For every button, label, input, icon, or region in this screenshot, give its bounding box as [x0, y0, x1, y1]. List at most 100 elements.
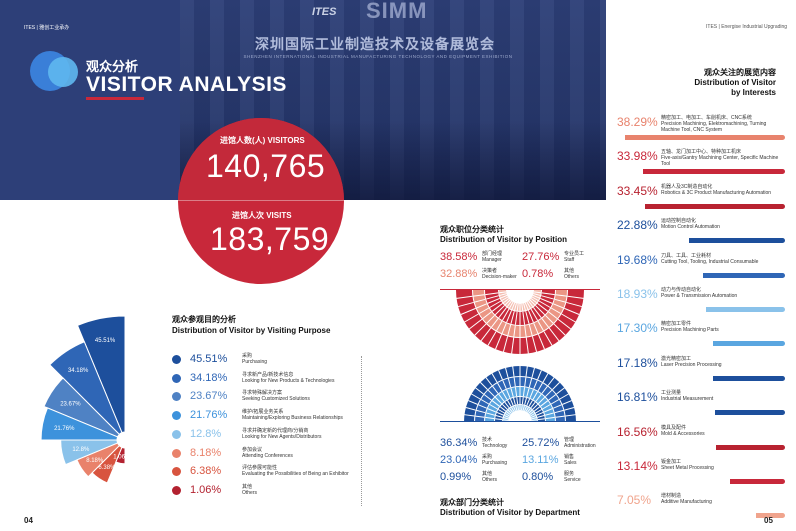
- position-ring: [499, 290, 541, 311]
- visitors-label: 进馆人数(人) VISITORS: [220, 136, 305, 145]
- interest-label: 增材制造 Additive Manufacturing: [661, 493, 712, 506]
- interest-pct: 18.93%: [617, 287, 658, 301]
- interest-pct: 17.30%: [617, 321, 658, 336]
- purpose-wedge-label: 23.67%: [60, 402, 81, 408]
- purpose-label-cn: 采购: [242, 353, 253, 359]
- department-label: 其他 Others: [482, 471, 498, 483]
- interest-label: 运动控制自动化 Motion Control Automation: [661, 218, 720, 231]
- interest-bar: [689, 238, 785, 244]
- department-ring: [495, 397, 545, 422]
- legend-dot-icon: [172, 355, 181, 364]
- interest-pct: 7.05%: [617, 493, 652, 508]
- purpose-label-cn: 其他: [242, 483, 253, 490]
- position-legend-item: 27.76% 专业员工 Staff: [522, 250, 604, 267]
- department-title-en: Distribution of Visitor by Department: [440, 508, 580, 517]
- interest-bar: [645, 203, 785, 209]
- position-title-en: Distribution of Visitor by Position: [440, 235, 567, 244]
- purpose-label: 评估参展可能性 Evaluating the Possibilities of B…: [242, 465, 372, 477]
- purpose-pct: 23.67%: [190, 390, 228, 403]
- interest-bar: [715, 410, 785, 416]
- interest-pct: 16.56%: [617, 424, 658, 439]
- interest-label: 工业测量 Industrial Measurement: [661, 390, 714, 403]
- interest-item: 18.93% 动力与传动自动化 Power & Transmission Autom…: [617, 280, 787, 314]
- legend-dot-icon: [172, 373, 181, 383]
- purpose-label-en: Seeking Customized Solutions: [242, 396, 310, 403]
- purpose-wedge-label: 8.18%: [86, 458, 104, 464]
- interest-item: 17.18% 激光精密加工 Laser Precision Processing: [617, 349, 787, 383]
- interest-label: 精密加工、电加工、车削机床、CNC系统 Precision Machining, …: [661, 115, 767, 133]
- interest-item: 19.68% 刀具、工具、工业耗材 Cutting Tool, Tooling, I…: [617, 246, 787, 280]
- purpose-label-en: Looking for New Products & Technologies: [242, 377, 335, 384]
- legend-dot-icon: [172, 429, 181, 439]
- purpose-label: 寻求特殊解决方案 Seeking Customized Solutions: [242, 390, 372, 402]
- purpose-pct: 34.18%: [190, 371, 228, 384]
- purpose-label: 参加会议 Attending Conferences: [242, 447, 372, 459]
- position-label: 部门经理 Manager: [482, 251, 503, 263]
- position-legend-item: 32.88% 决策者 Decision-maker: [440, 267, 522, 284]
- legend-dot-icon: [172, 392, 181, 402]
- purpose-pct: 45.51%: [190, 353, 228, 365]
- department-pct: 23.04%: [440, 454, 478, 466]
- header-left-panel: [0, 0, 180, 200]
- page-title: VISITOR ANALYSIS: [86, 73, 287, 96]
- department-label: 采购 Purchasing: [482, 454, 508, 466]
- purpose-pct: 1.06%: [190, 483, 222, 496]
- purpose-wedge-label: 1.06%: [113, 454, 131, 460]
- purpose-label: 寻求新产品/新技术信息 Looking for New Products & Te…: [242, 372, 372, 384]
- purpose-pct: 21.76%: [190, 409, 228, 422]
- department-legend-item: 13.11% 销售 Sales: [522, 453, 604, 470]
- position-pct: 38.58%: [440, 251, 478, 263]
- page-title-cn: 观众分析: [86, 60, 139, 75]
- purpose-pct: 12.8%: [190, 427, 222, 440]
- interest-pct: 19.68%: [617, 252, 658, 267]
- interest-label: 动力与传动自动化 Power & Transmission Automation: [661, 287, 738, 299]
- position-ring: [485, 290, 555, 325]
- purpose-label: 其他 Others: [242, 484, 372, 496]
- interest-bar: [713, 375, 785, 381]
- department-ring: [464, 366, 576, 422]
- interest-item: 17.30% 精密加工零件 Precision Machining Parts: [617, 314, 787, 348]
- interest-label: 五轴、龙门加工中心、特种加工机床 Five-axis/Gantry Machini…: [661, 149, 779, 168]
- purpose-wedge-label: 45.51%: [95, 338, 116, 344]
- legend-dot-icon: [172, 485, 181, 495]
- department-legend-item: 0.99% 其他 Others: [440, 470, 522, 487]
- interest-bar: [730, 479, 785, 484]
- divider: [361, 356, 362, 506]
- purpose-legend-item: 8.18% 参加会议 Attending Conferences: [172, 446, 372, 462]
- interest-item: 7.05% 增材制造 Additive Manufacturing: [617, 486, 787, 520]
- interest-pct: 38.29%: [617, 115, 658, 129]
- purpose-legend-item: 45.51% 采购 Purchasing: [172, 352, 372, 368]
- interest-label: 钣金加工 Sheet Metal Processing: [661, 459, 714, 471]
- position-label: 决策者 Decision-maker: [482, 268, 517, 280]
- position-label: 其他 Others: [564, 268, 580, 280]
- department-legend-item: 25.72% 管理 Administration: [522, 436, 604, 453]
- page-number-right: 05: [764, 516, 773, 525]
- purpose-pct: 8.18%: [190, 446, 222, 459]
- purpose-label-en: Evaluating the Possibilities of Being an…: [242, 471, 349, 478]
- interest-bar: [756, 513, 785, 519]
- interest-pct: 17.18%: [617, 355, 658, 370]
- department-label: 销售 Sales: [564, 454, 577, 466]
- interest-bar: [713, 341, 785, 347]
- interest-pct: 33.45%: [617, 183, 658, 198]
- department-legend-item: 0.80% 服务 Service: [522, 470, 604, 487]
- department-ring: [485, 387, 555, 422]
- legend-dot-icon: [172, 411, 181, 421]
- position-legend-item: 38.58% 部门经理 Manager: [440, 250, 522, 267]
- purpose-label: 寻求并确定新的代理商/分销商 Looking for New Agents/Dis…: [242, 428, 372, 440]
- department-pct: 25.72%: [522, 437, 560, 449]
- interests-title-en-1: Distribution of Visitor: [694, 78, 776, 87]
- stats-circle: 进馆人数(人) VISITORS 140,765 进馆人次 VISITS 183…: [178, 118, 344, 284]
- department-pct: 0.99%: [440, 471, 472, 483]
- interests-title-en-2: by Interests: [731, 88, 776, 97]
- purpose-legend-item: 21.76% 维护/拓展业务关系 Maintaining/Exploring Bu…: [172, 408, 372, 424]
- purpose-label-en: Attending Conferences: [242, 452, 293, 459]
- purpose-wedge: [115, 446, 126, 465]
- top-tag-right: ITES | Energise Industrial Upgrading: [706, 24, 788, 30]
- visitors-value: 140,765: [206, 148, 326, 184]
- position-label: 专业员工 Staff: [564, 251, 585, 263]
- department-pct: 0.80%: [522, 471, 554, 483]
- interest-item: 38.29% 精密加工、电加工、车削机床、CNC系统 Precision Machi…: [617, 108, 787, 142]
- legend-dot-icon: [172, 448, 181, 458]
- purpose-label-cn: 维护/拓展业务关系: [242, 409, 284, 416]
